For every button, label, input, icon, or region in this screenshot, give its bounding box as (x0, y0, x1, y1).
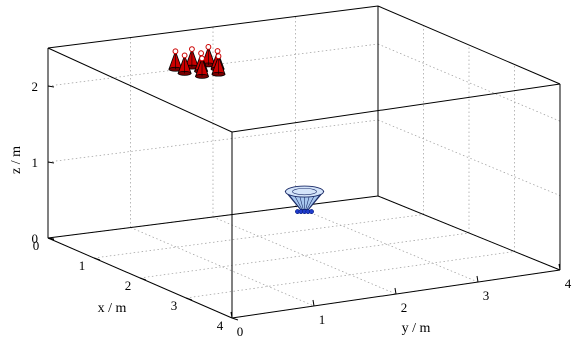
floor-grid-y (295, 206, 479, 283)
y-axis-label: y / m (402, 321, 431, 336)
x-tick-mark (139, 277, 147, 281)
floor-grid-y (130, 227, 315, 307)
floor-grid-x (93, 214, 424, 259)
box-edge (47, 47, 233, 133)
inverted-cone-marker (284, 185, 325, 215)
cone-apex (214, 48, 221, 54)
box-edge (377, 195, 561, 271)
x-tick-mark (185, 297, 193, 301)
x-tick-label: 3 (171, 298, 178, 313)
y-tick-mark (476, 275, 479, 283)
sidewall-grid-z (377, 43, 561, 122)
cone-inner-rim (292, 188, 317, 196)
cone-marker (211, 53, 226, 77)
box-edge (47, 195, 379, 239)
floor-grid-y (212, 216, 397, 295)
z-tick-label: 2 (32, 79, 39, 94)
cone-marker (168, 48, 183, 72)
floor-grid-x (139, 232, 470, 279)
x-axis-label: x / m (98, 301, 127, 316)
data-markers (168, 44, 325, 215)
z-tick-label: 0 (32, 231, 39, 246)
x-tick-mark (93, 257, 101, 261)
y-tick-label: 4 (565, 276, 572, 291)
z-tick-label: 1 (32, 155, 39, 170)
backwall-grid-z (47, 43, 379, 87)
box-back-edges (47, 5, 561, 271)
x-tick-label: 0 (33, 238, 40, 253)
cone-rim (285, 185, 324, 198)
cone-marker (194, 55, 210, 79)
y-tick-mark (394, 287, 397, 295)
y-tick-label: 0 (237, 324, 244, 338)
z-tick-mark (47, 237, 55, 240)
floor-grid-x (185, 251, 515, 299)
cone-apex (205, 44, 212, 50)
sidewall-grid-z (377, 119, 561, 196)
z-axis-label: z / m (9, 146, 24, 174)
y-tick-mark (230, 311, 233, 319)
x-tick-label: 4 (217, 318, 224, 333)
x-tick-label: 1 (79, 258, 86, 273)
cone-apex (172, 48, 179, 55)
x-tick-label: 2 (125, 278, 132, 293)
x-tick-mark (231, 317, 239, 321)
cone-marker (177, 52, 192, 76)
cone-apex (215, 53, 222, 60)
cone-tip-dot (309, 209, 314, 215)
backwall-grid-z (47, 119, 379, 163)
cone-apex (181, 52, 188, 59)
box-edge (231, 83, 561, 133)
y-tick-mark (312, 299, 315, 307)
box-edge (377, 5, 561, 85)
box-edge (47, 5, 379, 49)
cone-apex (198, 50, 204, 57)
y-tick-label: 1 (319, 312, 326, 327)
y-tick-label: 2 (401, 300, 408, 315)
z-tick-mark (47, 85, 55, 88)
cone-apex (199, 55, 205, 62)
y-tick-mark (558, 263, 561, 271)
z-tick-mark (47, 161, 55, 164)
cone-apex (189, 46, 195, 53)
y-tick-label: 3 (483, 288, 490, 303)
